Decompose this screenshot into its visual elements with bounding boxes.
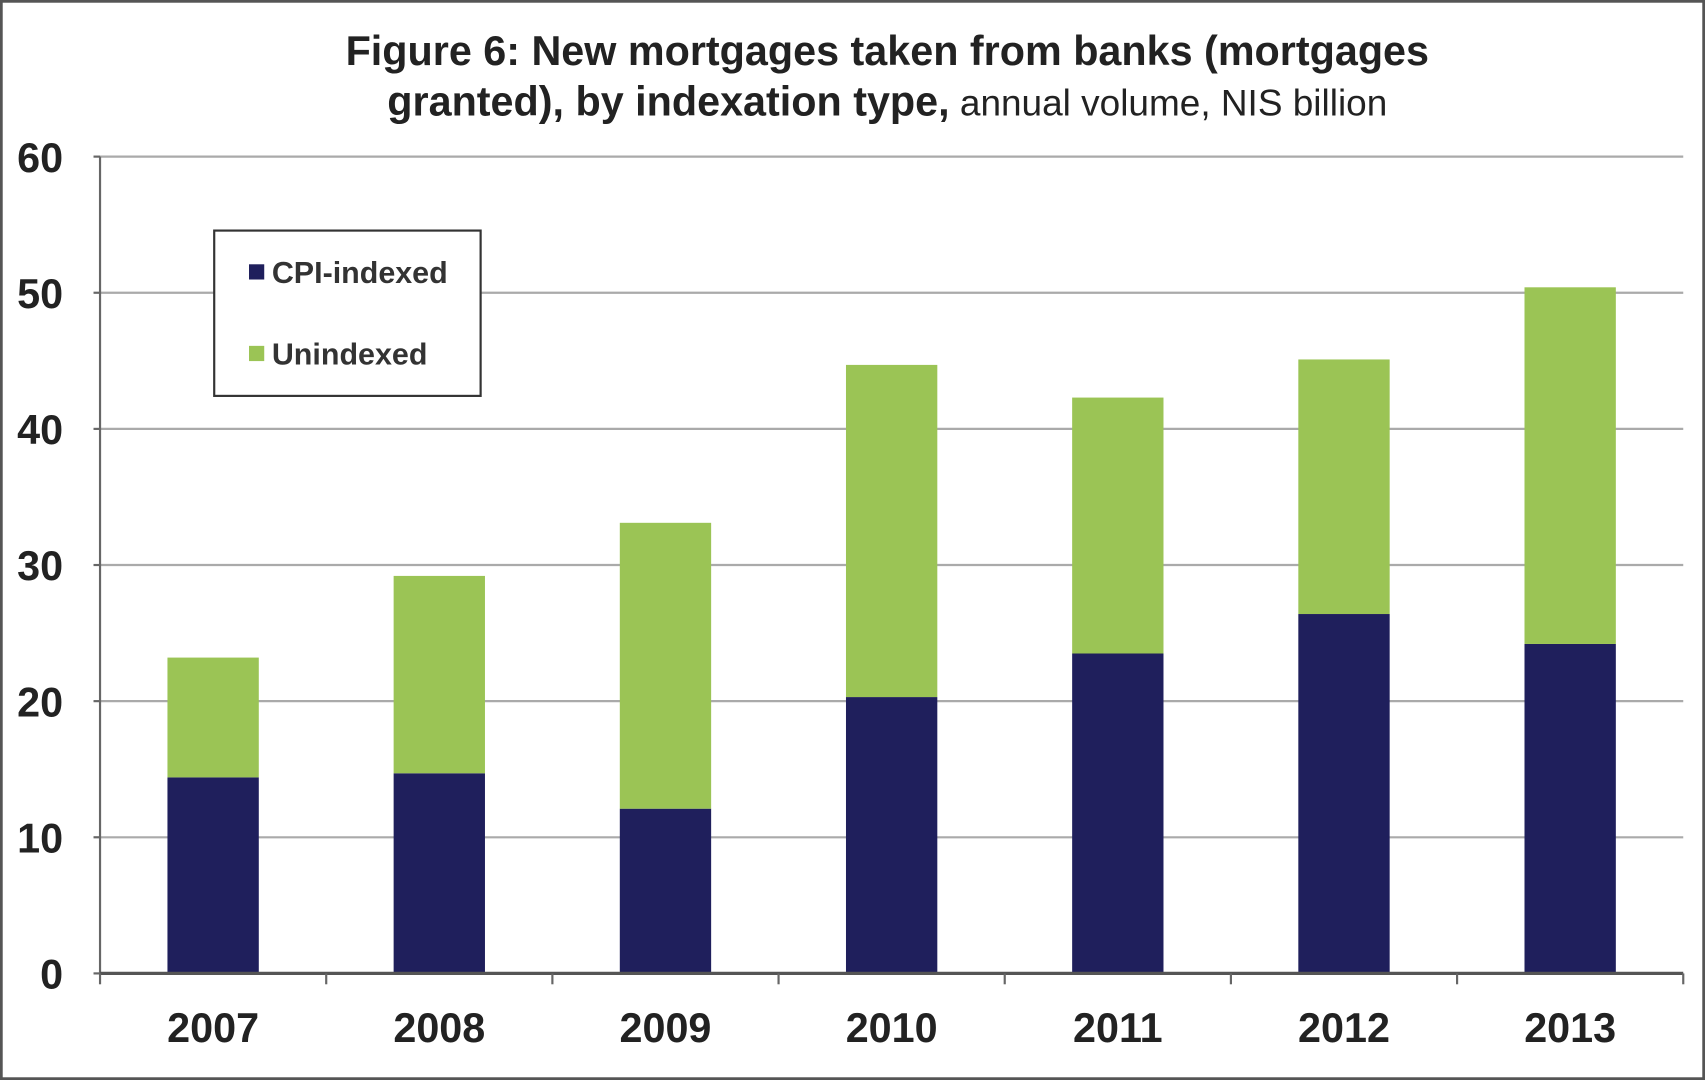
legend-label: CPI-indexed bbox=[272, 256, 448, 290]
bar-cpi-indexed-2008 bbox=[393, 773, 485, 974]
bar-unindexed-2007 bbox=[167, 657, 259, 778]
legend-box bbox=[213, 229, 482, 397]
bar-unindexed-2011 bbox=[1072, 397, 1164, 654]
bar-unindexed-2010 bbox=[845, 364, 938, 698]
y-tick-label: 60 bbox=[17, 135, 63, 181]
y-tick-label: 50 bbox=[17, 271, 63, 317]
chart-subtitle: annual volume, NIS billion bbox=[950, 82, 1388, 123]
chart-title-line2: granted), by indexation type, annual vol… bbox=[387, 78, 1387, 124]
y-tick-label: 0 bbox=[40, 952, 63, 998]
legend: CPI-indexed Unindexed bbox=[213, 229, 482, 397]
x-tick-label: 2007 bbox=[167, 1005, 259, 1051]
bar-unindexed-2008 bbox=[393, 575, 485, 774]
bar-cpi-indexed-2011 bbox=[1072, 653, 1164, 974]
bar-unindexed-2013 bbox=[1524, 287, 1616, 644]
legend-swatch-1 bbox=[249, 345, 265, 362]
x-tick-label: 2011 bbox=[1073, 1005, 1163, 1051]
bar-cpi-indexed-2009 bbox=[619, 808, 712, 974]
x-tick-label: 2008 bbox=[393, 1005, 485, 1051]
bar-unindexed-2009 bbox=[619, 522, 712, 809]
y-tick-label: 40 bbox=[17, 407, 63, 453]
y-tick-label: 20 bbox=[17, 679, 63, 725]
x-tick-label: 2010 bbox=[846, 1005, 938, 1051]
chart-title-line1: Figure 6: New mortgages taken from banks… bbox=[346, 28, 1429, 74]
bar-cpi-indexed-2013 bbox=[1524, 643, 1616, 974]
x-tick-label: 2009 bbox=[620, 1005, 712, 1051]
chart-title-line2-bold: granted), by indexation type, bbox=[387, 78, 949, 124]
bar-unindexed-2012 bbox=[1298, 359, 1390, 615]
legend-swatch-0 bbox=[249, 264, 265, 280]
x-tick-label: 2013 bbox=[1524, 1005, 1616, 1051]
bar-cpi-indexed-2007 bbox=[167, 777, 259, 974]
axes: 0 10 20 30 40 50 60 2007 2008 2009 2010 2011 2012 201… bbox=[17, 135, 1685, 1051]
y-tick-label: 30 bbox=[17, 543, 63, 589]
bar-cpi-indexed-2010 bbox=[845, 697, 938, 974]
legend-label: Unindexed bbox=[272, 337, 428, 371]
bars bbox=[167, 287, 1616, 974]
y-tick-label: 10 bbox=[17, 816, 63, 862]
x-tick-label: 2012 bbox=[1298, 1005, 1390, 1051]
bar-cpi-indexed-2012 bbox=[1298, 614, 1390, 974]
